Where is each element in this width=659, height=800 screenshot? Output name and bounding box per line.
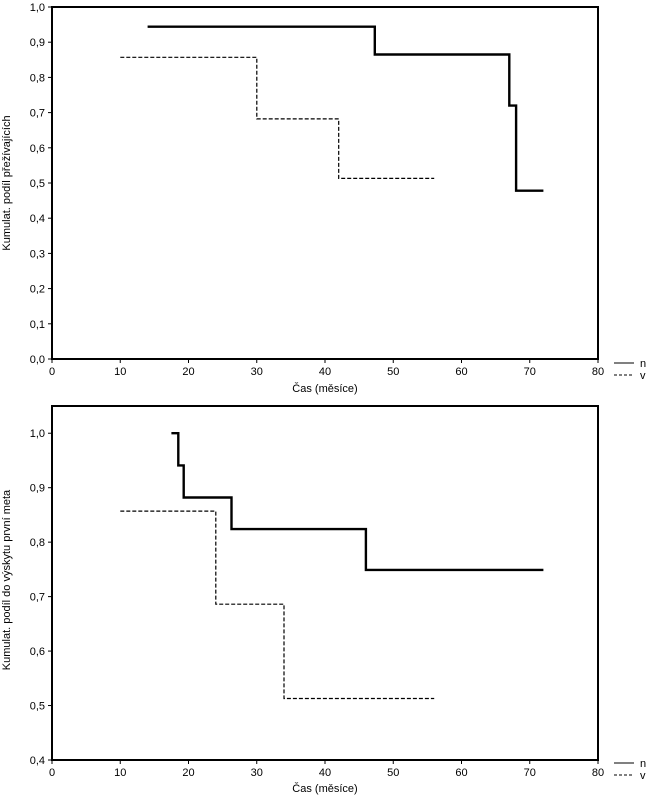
chart-survival: 0 10 20 30 40 50 60 70 80 0,00,10,20,30,40,50,60… — [1, 2, 646, 395]
x-tick-label: 0 — [49, 767, 55, 779]
x-tick-label: 30 — [251, 366, 263, 378]
y-tick-label: 0,4 — [30, 213, 45, 225]
x-tick-label: 0 — [49, 366, 55, 378]
legend-label-n: n — [640, 758, 646, 770]
x-tick-label: 60 — [455, 767, 467, 779]
x-tick-label: 70 — [524, 366, 536, 378]
y-tick-label: 0,5 — [30, 178, 45, 190]
y-tick-label: 0,3 — [30, 248, 45, 260]
y-tick-label: 0,6 — [30, 646, 45, 658]
y-tick-label: 0,6 — [30, 143, 45, 155]
x-tick-label: 70 — [524, 767, 536, 779]
y-axis-title: Kumulat. podíl přežívajících — [1, 115, 13, 250]
y-tick-label: 1,0 — [30, 428, 45, 440]
series-line-n — [171, 432, 544, 572]
chart-first-meta: 0 10 20 30 40 50 60 70 80 0,40,50,60,70,80,91,0 … — [1, 405, 646, 795]
tick-marks — [48, 432, 599, 764]
series-lines — [120, 25, 544, 192]
x-tick-label: 80 — [592, 767, 604, 779]
y-tick-label: 0,1 — [30, 319, 45, 331]
plot-frame — [51, 405, 599, 761]
series-lines — [120, 432, 544, 700]
y-tick-label: 0,8 — [30, 537, 45, 549]
y-tick-label: 0,5 — [30, 701, 45, 713]
x-axis-title: Čas (měsíce) — [292, 782, 357, 795]
y-axis-title: Kumulat. podíl do výskytu první meta — [1, 489, 13, 670]
x-tick-labels: 0 10 20 30 40 50 60 70 80 — [49, 767, 604, 779]
legend-label-v: v — [640, 370, 646, 382]
legend: n v — [614, 358, 646, 382]
tick-marks — [48, 6, 599, 363]
x-tick-labels: 0 10 20 30 40 50 60 70 80 — [49, 366, 604, 378]
x-tick-label: 50 — [387, 767, 399, 779]
series-line-v — [120, 510, 435, 700]
y-tick-labels: 0,4 0,5 0,6 0,7 0,8 0,9 1,0 — [30, 428, 45, 767]
x-tick-label: 10 — [114, 767, 126, 779]
series-line-v — [120, 56, 435, 179]
legend-label-n: n — [640, 358, 646, 370]
y-tick-label: 0,9 — [30, 37, 45, 49]
y-tick-label: 0,9 — [30, 483, 45, 495]
legend: n v — [614, 758, 646, 782]
y-tick-label: 0,0 — [30, 354, 45, 366]
y-tick-label: 0,7 — [30, 108, 45, 120]
series-line-n — [147, 25, 544, 192]
x-tick-label: 60 — [455, 366, 467, 378]
x-tick-label: 20 — [182, 366, 194, 378]
y-tick-labels: 0,0 0,1 0,2 0,3 0,4 0,5 0,6 0,7 0,8 0,9 1,0 — [30, 2, 45, 366]
x-tick-label: 50 — [387, 366, 399, 378]
y-tick-label: 0,8 — [30, 72, 45, 84]
legend-label-v: v — [640, 770, 646, 782]
x-axis-title: Čas (měsíce) — [292, 382, 357, 395]
x-tick-label: 20 — [182, 767, 194, 779]
y-tick-label: 0,2 — [30, 284, 45, 296]
x-tick-label: 30 — [251, 767, 263, 779]
x-tick-label: 10 — [114, 366, 126, 378]
y-tick-label: 0,7 — [30, 592, 45, 604]
x-tick-label: 80 — [592, 366, 604, 378]
x-tick-label: 40 — [319, 366, 331, 378]
y-tick-label: 1,0 — [30, 2, 45, 14]
x-tick-label: 40 — [319, 767, 331, 779]
y-tick-label: 0,4 — [30, 755, 45, 767]
